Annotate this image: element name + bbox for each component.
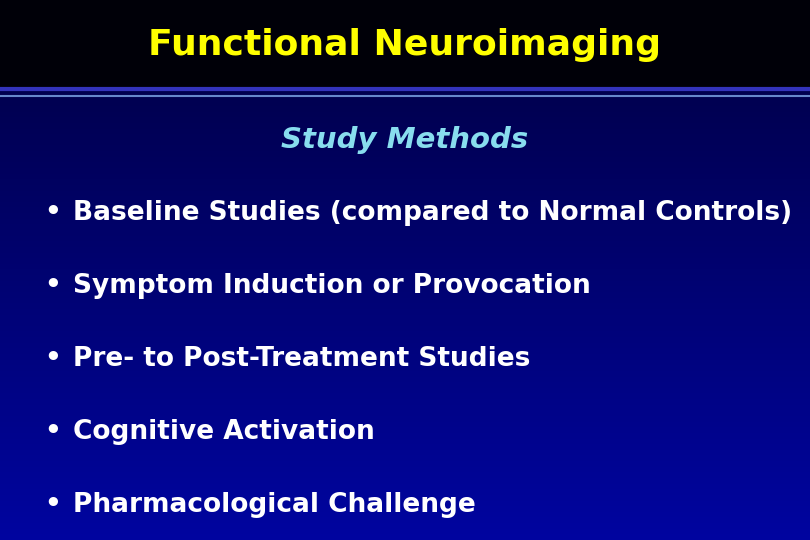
Bar <box>0 258 810 264</box>
Bar <box>0 163 810 168</box>
Bar <box>0 185 810 191</box>
Bar <box>0 354 810 360</box>
Bar <box>0 286 810 292</box>
Bar <box>0 489 810 495</box>
Bar <box>0 269 810 275</box>
Bar <box>0 0 810 89</box>
Bar <box>0 207 810 213</box>
Bar <box>0 388 810 394</box>
Bar <box>0 123 810 129</box>
Bar <box>0 467 810 472</box>
Bar <box>0 410 810 416</box>
Bar <box>0 523 810 529</box>
Bar <box>0 455 810 461</box>
Bar <box>0 292 810 298</box>
Bar <box>0 106 810 112</box>
Bar <box>0 382 810 388</box>
Text: Pharmacological Challenge: Pharmacological Challenge <box>73 492 475 518</box>
Bar <box>0 326 810 332</box>
Bar <box>0 174 810 179</box>
Bar <box>0 394 810 399</box>
Text: Functional Neuroimaging: Functional Neuroimaging <box>148 28 662 62</box>
Bar <box>0 360 810 365</box>
Text: •: • <box>45 273 62 299</box>
Bar <box>0 100 810 106</box>
Bar <box>0 219 810 225</box>
Text: •: • <box>45 346 62 372</box>
Bar <box>0 365 810 371</box>
Bar <box>0 517 810 523</box>
Bar <box>0 376 810 382</box>
Bar <box>0 535 810 540</box>
Bar <box>0 444 810 450</box>
Bar <box>0 202 810 207</box>
Text: •: • <box>45 200 62 226</box>
Text: Pre- to Post-Treatment Studies: Pre- to Post-Treatment Studies <box>73 346 531 372</box>
Bar <box>0 281 810 286</box>
Text: Symptom Induction or Provocation: Symptom Induction or Provocation <box>73 273 590 299</box>
Bar <box>0 314 810 320</box>
Bar <box>0 332 810 337</box>
Bar <box>0 241 810 247</box>
Bar <box>0 472 810 478</box>
Bar <box>0 230 810 235</box>
Bar <box>0 235 810 241</box>
Bar <box>0 129 810 134</box>
Bar <box>0 506 810 512</box>
Bar <box>0 168 810 174</box>
Bar <box>0 529 810 535</box>
Bar <box>0 134 810 140</box>
Bar <box>0 213 810 219</box>
Bar <box>0 416 810 422</box>
Bar <box>0 461 810 467</box>
Bar <box>0 157 810 163</box>
Bar <box>0 117 810 123</box>
Bar <box>0 140 810 145</box>
Bar <box>0 264 810 269</box>
Bar <box>0 399 810 405</box>
Bar <box>0 337 810 343</box>
Text: Cognitive Activation: Cognitive Activation <box>73 419 375 445</box>
Bar <box>0 433 810 438</box>
Bar <box>0 196 810 202</box>
Bar <box>0 371 810 376</box>
Bar <box>0 427 810 433</box>
Bar <box>0 405 810 410</box>
Text: Study Methods: Study Methods <box>281 126 529 154</box>
Bar <box>0 501 810 506</box>
Text: •: • <box>45 492 62 518</box>
Bar <box>0 478 810 484</box>
Bar <box>0 89 810 94</box>
Bar <box>0 450 810 455</box>
Bar <box>0 112 810 117</box>
Bar <box>0 298 810 303</box>
Text: •: • <box>45 419 62 445</box>
Bar <box>0 512 810 517</box>
Bar <box>0 247 810 253</box>
Bar <box>0 303 810 309</box>
Bar <box>0 320 810 326</box>
Bar <box>0 151 810 157</box>
Bar <box>0 253 810 258</box>
Bar <box>0 191 810 196</box>
Bar <box>0 438 810 444</box>
Bar <box>0 343 810 348</box>
Bar <box>0 225 810 230</box>
Bar <box>0 484 810 489</box>
Bar <box>0 422 810 427</box>
Bar <box>0 495 810 501</box>
Text: Baseline Studies (compared to Normal Controls): Baseline Studies (compared to Normal Con… <box>73 200 792 226</box>
Bar <box>0 94 810 100</box>
Bar <box>0 309 810 314</box>
Bar <box>0 275 810 281</box>
Bar <box>0 145 810 151</box>
Bar <box>0 348 810 354</box>
Bar <box>0 179 810 185</box>
